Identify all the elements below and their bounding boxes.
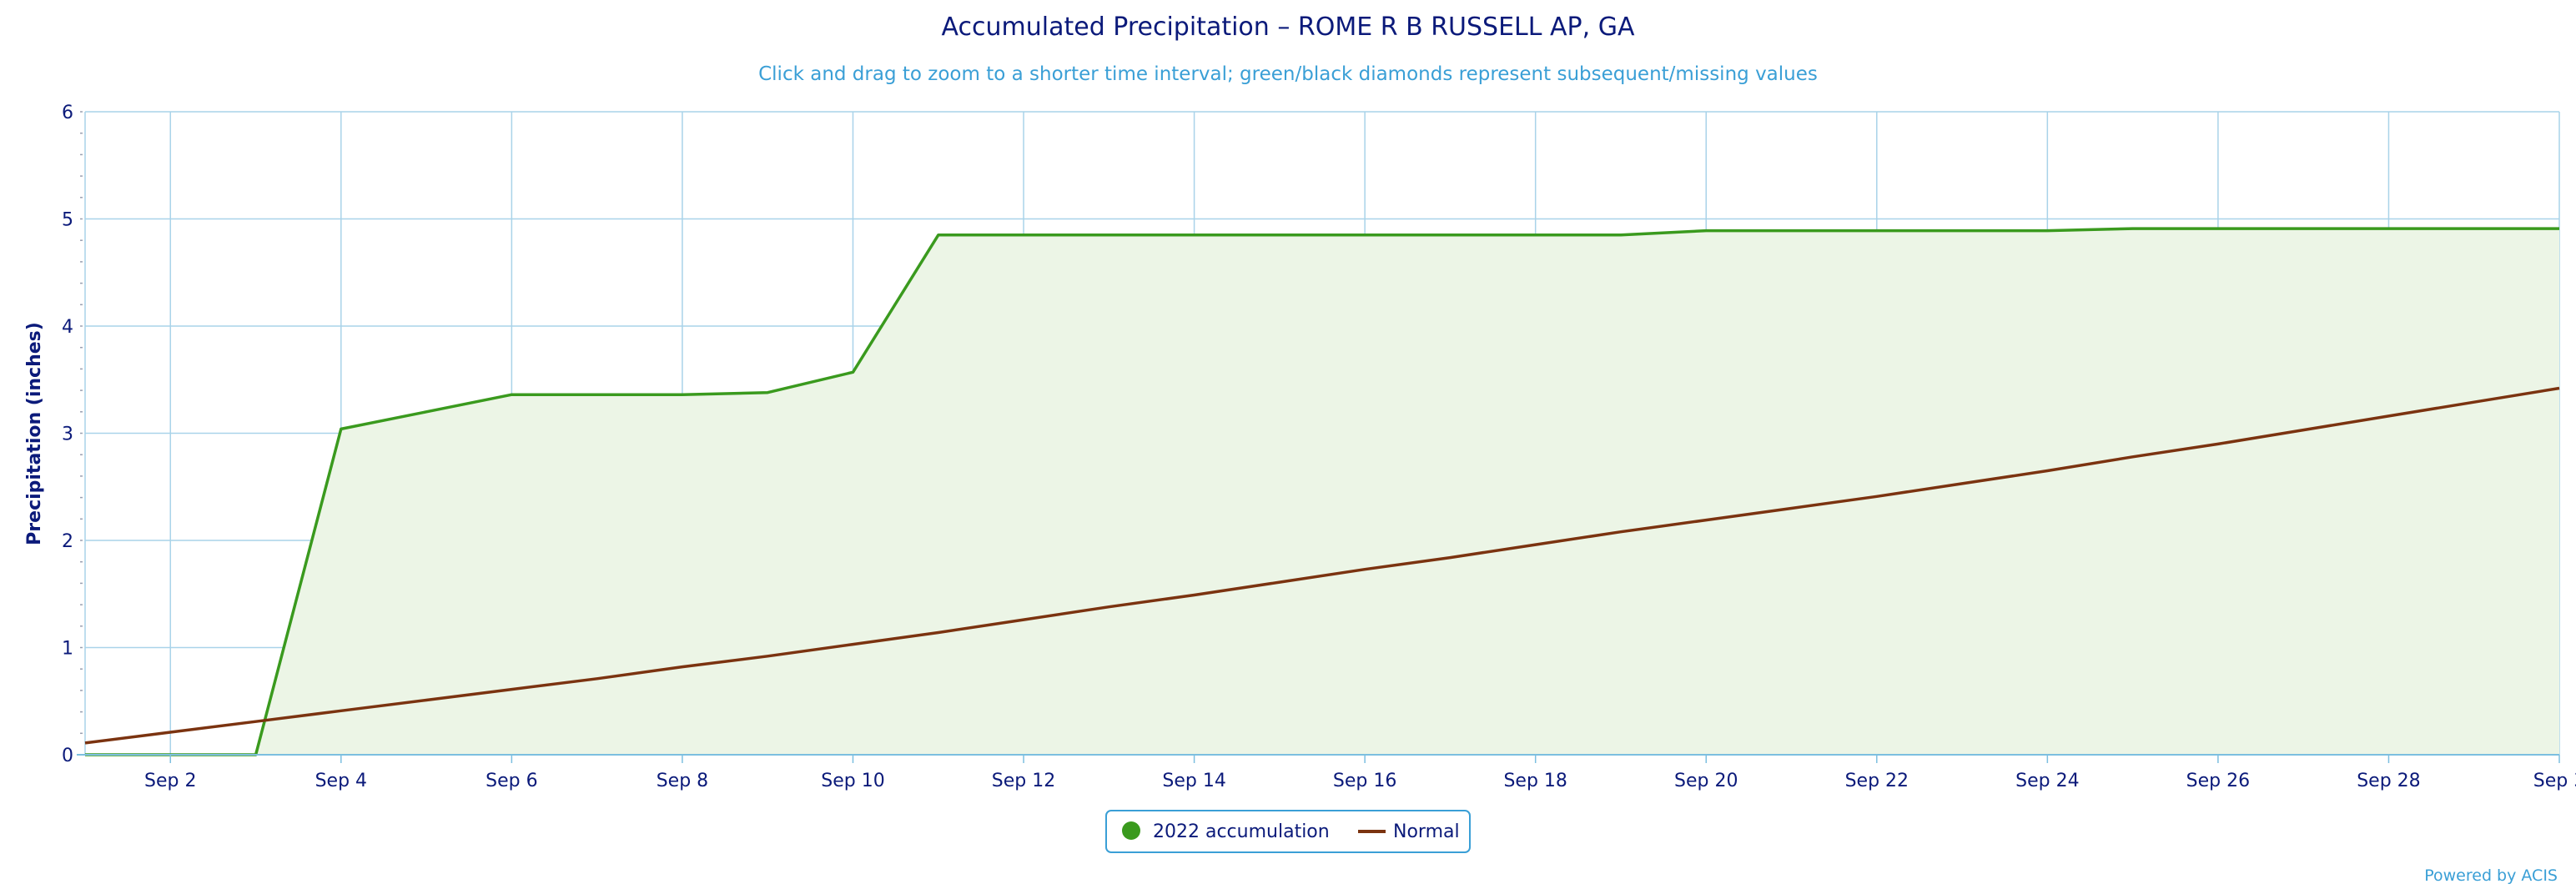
x-tick-label: Sep 4 [315,771,367,791]
series-line-2022-accumulation [85,227,2559,756]
x-tick-label: Sep 3 [2533,771,2576,791]
x-tick-label: Sep 22 [1845,771,1909,791]
x-tick-label: Sep 2 [144,771,196,791]
x-tick-label: Sep 12 [992,771,1055,791]
chart-subtitle: Click and drag to zoom to a shorter time… [758,63,1818,85]
chart-title: Accumulated Precipitation – ROME R B RUS… [942,13,1635,42]
x-tick-label: Sep 10 [821,771,884,791]
legend-item-2022-accumulation[interactable]: 2022 accumulation [1122,821,1330,842]
x-tick-label: Sep 6 [486,771,537,791]
x-tick-label: Sep 28 [2357,771,2420,791]
legend-item-normal[interactable]: Normal [1358,821,1460,842]
x-tick-label: Sep 14 [1162,771,1225,791]
y-tick-label: 6 [62,103,73,123]
y-tick-label: 3 [62,424,73,445]
series-area-2022-accumulation [85,229,2559,756]
x-tick-label: Sep 18 [1503,771,1567,791]
x-tick-label: Sep 8 [657,771,708,791]
legend-box [1105,810,1471,853]
x-tick-label: Sep 26 [2186,771,2250,791]
legend[interactable]: 2022 accumulation Normal [1105,810,1471,853]
credit-link[interactable]: Powered by ACIS [2424,866,2558,885]
y-tick-label: 1 [62,639,73,660]
legend-label-accumulation: 2022 accumulation [1153,821,1330,842]
x-tick-label: Sep 16 [1333,771,1396,791]
legend-marker-accumulation [1122,821,1140,840]
x-tick-label: Sep 20 [1674,771,1738,791]
x-tick-label: Sep 24 [2015,771,2079,791]
y-tick-label: 2 [62,531,73,552]
series-line-normal [84,386,2560,745]
y-tick-label: 4 [62,317,73,338]
y-tick-label: 0 [62,746,73,766]
legend-label-normal: Normal [1393,821,1460,842]
y-tick-label: 5 [62,210,73,231]
y-axis-label: Precipitation (inches) [24,322,45,545]
series-layer [84,227,2560,756]
axes: 0 1 2 3 4 5 6 Sep 2 Sep 4 Sep 6 Sep 8 Sep 10 Sep 12 S… [62,103,2576,791]
